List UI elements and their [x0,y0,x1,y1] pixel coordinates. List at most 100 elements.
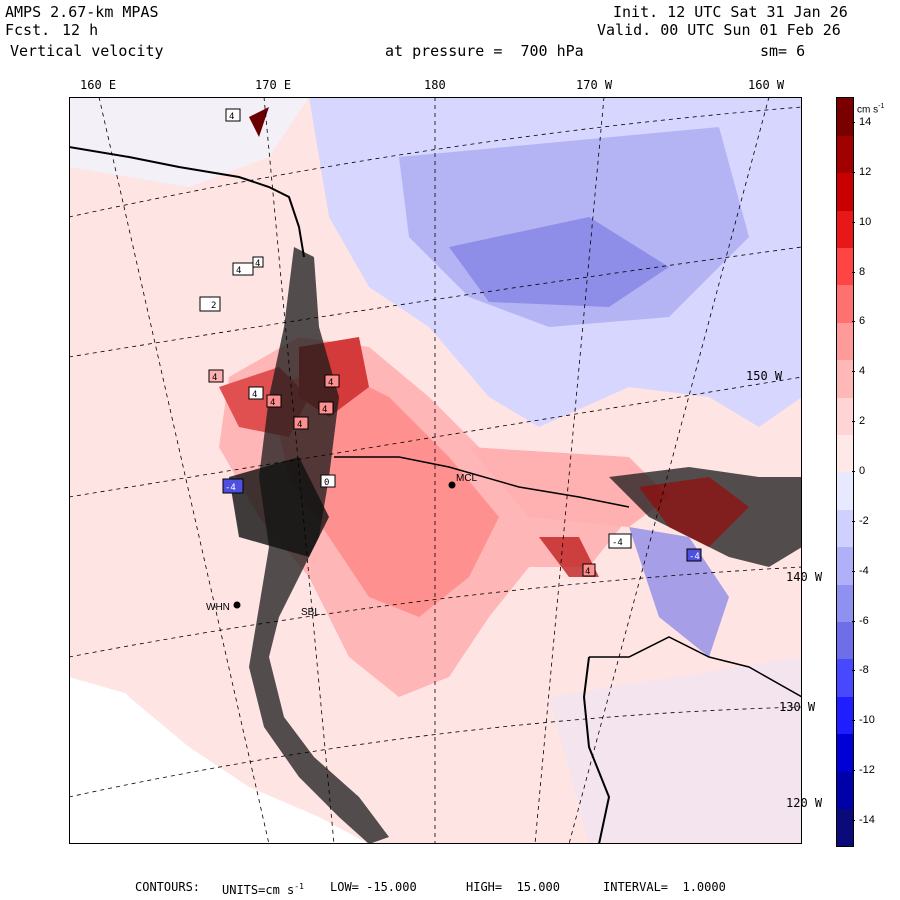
station-dot [448,481,456,489]
lat-label: 130 W [779,700,816,714]
coastline [589,636,802,698]
coastline [69,146,305,258]
colorbar-tick [852,121,855,123]
contour-label: 4 [252,390,257,400]
lat-label: 150 W [746,369,783,383]
colorbar-level-label: 14 [859,115,872,128]
colorbar-segment [837,98,853,136]
lon-label: 160 E [80,78,117,92]
station-dot [233,601,241,609]
colorbar-tick [852,321,855,323]
colorbar-level-label: 8 [859,265,866,278]
contour-label-boxes: 4 4 2 4 4 4 4 4 4 0 -4 -4 4 4 [199,108,702,577]
colorbar-labels: cm s-1 14 12 10 8 6 4 2 0 -2 -4 -6 -8 -10 -12 -14 [852,97,900,845]
footer-contours-label: CONTOURS: [135,880,201,894]
colorbar-level-label: -4 [859,564,869,577]
terrain-contours [229,457,329,557]
station-label: SBL [301,607,320,618]
colorbar-segment [837,509,853,548]
colorbar-segment [837,472,853,510]
contour-label: -4 [225,483,236,493]
colorbar-tick [852,670,855,672]
colorbar-segment [837,434,853,473]
ice-shelf-edge [334,456,630,508]
colorbar-tick [852,770,855,772]
lon-label: 170 W [576,78,613,92]
contour-label: 4 [236,266,241,276]
positive-velocity-region [469,447,669,527]
colorbar-segment [837,546,853,585]
field-background [69,567,139,697]
smoothing-value: sm= 6 [760,42,806,60]
forecast-label: Fcst. [5,21,51,39]
colorbar-tick [852,520,855,522]
colorbar-level-label: -12 [859,764,875,777]
footer-units: UNITS=cm s-1 [222,882,304,897]
colorbar-tick [852,221,855,223]
station-markers: MCL WHN SBL [206,473,478,618]
colorbar-segment [837,808,853,847]
lat-label: 140 W [786,570,823,584]
field-name: Vertical velocity [10,42,164,60]
contour-label: 4 [322,405,327,415]
graticule [69,97,802,844]
coastline [582,656,611,844]
colorbar-level-label: -8 [859,664,869,677]
colorbar-segment [837,359,853,398]
colorbar-level-label: 10 [859,215,872,228]
contour-label: 4 [212,373,217,383]
contour-label: 0 [324,478,329,488]
negative-velocity-region [629,527,729,657]
colorbar-units: cm s-1 [857,103,885,116]
contour-label: 4 [255,259,260,269]
colorbar-level-label: -14 [859,814,875,827]
colorbar-segment [837,210,853,249]
footer-low: LOW= -15.000 [330,880,417,894]
colorbar-tick [852,471,855,472]
colorbar-tick [852,371,855,373]
lon-label: 170 E [255,78,292,92]
colorbar-segment [837,247,853,286]
colorbar-level-label: 2 [859,415,866,428]
colorbar-segment [837,397,853,436]
contour-label: -4 [612,538,623,548]
colorbar-segment [837,733,853,772]
colorbar-tick [852,720,855,722]
contour-label: 2 [211,301,216,311]
colorbar [836,97,854,847]
contour-label: 4 [585,567,590,577]
colorbar-level-label: 6 [859,315,866,328]
forecast-hours: 12 h [62,21,99,39]
colorbar-level-label: -6 [859,614,869,627]
init-time: Init. 12 UTC Sat 31 Jan 26 [613,3,848,21]
colorbar-tick [852,421,855,423]
colorbar-segment [837,584,853,623]
neutral-region [69,97,309,187]
model-title: AMPS 2.67-km MPAS [5,3,159,21]
lat-label: 120 W [786,796,823,810]
lon-label: 160 W [748,78,785,92]
contour-label: -4 [689,552,700,562]
positive-velocity-region [639,477,749,547]
lon-label: 180 [424,78,446,92]
vertical-velocity-map: 4 4 2 4 4 4 4 4 4 0 -4 -4 4 4 [69,97,802,844]
contour-label: 4 [328,378,333,388]
valid-time: Valid. 00 UTC Sun 01 Feb 26 [597,21,841,39]
colorbar-tick [852,271,855,273]
colorbar-level-label: 0 [859,465,866,477]
terrain-contours [249,247,389,844]
footer-interval: INTERVAL= 1.0000 [603,880,726,894]
contour-label: 4 [229,112,234,122]
colorbar-segment [837,322,853,361]
colorbar-segment [837,771,853,810]
colorbar-segment [837,135,853,174]
colorbar-segment [837,621,853,660]
colorbar-tick [852,620,855,622]
footer-high: HIGH= 15.000 [466,880,560,894]
colorbar-tick [852,570,855,572]
negative-velocity-region [449,217,669,307]
pressure-level: at pressure = 700 hPa [385,42,584,60]
colorbar-segment [837,172,853,211]
colorbar-segment [837,696,853,735]
colorbar-level-label: -2 [859,514,869,527]
